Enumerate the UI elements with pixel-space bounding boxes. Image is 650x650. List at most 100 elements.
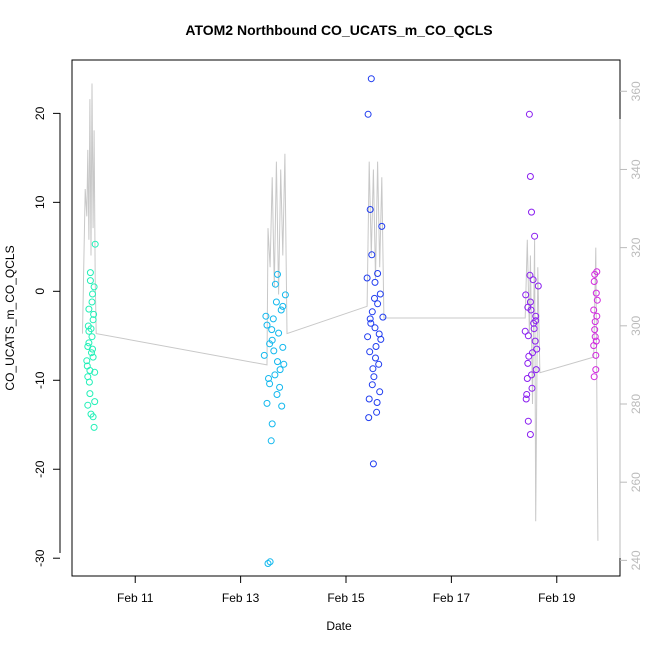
data-point [271,371,279,379]
secondary-line-layer [82,83,599,541]
data-point [91,240,99,248]
data-point [280,360,288,368]
data-point [85,339,93,347]
data-point [368,308,376,316]
data-point [365,414,373,422]
points-layer [83,75,601,567]
data-point [277,306,285,314]
data-point [533,345,541,353]
data-point [86,277,94,285]
data-point [522,291,530,299]
data-point [89,353,97,361]
data-point [523,375,531,382]
data-point [528,384,536,392]
right-y-tick-label: 240 [629,550,643,570]
data-point [363,274,371,282]
data-point [364,333,372,341]
data-point [91,398,99,406]
data-point [523,391,531,398]
data-point [376,388,384,396]
data-point [84,401,92,409]
data-point [371,278,379,286]
series-4 [521,110,542,438]
data-point [369,365,377,373]
data-point [376,290,384,298]
data-point [270,347,278,355]
data-point [373,399,381,406]
data-point [88,298,96,306]
right-y-tick-label: 320 [629,237,643,257]
data-point [379,313,387,321]
data-point [593,312,601,320]
data-point [529,349,536,357]
x-tick-label: Feb 15 [327,591,365,605]
data-point [590,306,598,314]
data-point [525,352,533,360]
data-point [532,312,540,320]
secondary-line [82,83,599,541]
data-point [274,270,281,278]
data-point [531,232,539,240]
y-tick-label: -30 [33,549,47,567]
data-point [275,329,283,337]
data-point [592,289,600,297]
data-point [266,340,274,348]
y-axis-label: CO_UCATS_m_CO_QCLS [3,245,17,390]
data-point [375,330,383,338]
data-point [83,357,91,365]
series-2 [260,270,289,567]
data-point [86,390,94,398]
data-point [260,351,268,359]
data-point [278,402,286,410]
data-point [522,395,530,403]
y-tick-label: -10 [33,371,47,389]
data-point [524,417,532,425]
data-point [262,312,270,320]
data-point [366,315,374,323]
data-point [263,399,271,407]
data-point [271,280,279,288]
data-point [368,381,376,389]
data-point [378,222,386,230]
right-y-tick-label: 360 [629,81,643,101]
data-point [264,560,272,567]
x-axis-label: Date [326,619,352,633]
series-5 [590,268,601,381]
data-point [526,431,534,438]
data-point [272,298,280,306]
data-point [91,368,99,376]
data-point [372,354,379,362]
data-point [276,383,284,391]
data-point [593,296,601,304]
data-point [269,315,277,323]
data-point [371,324,379,332]
y-tick-label: 0 [33,288,47,295]
data-point [85,305,93,313]
data-point [534,282,542,290]
y-tick-label: -20 [33,460,47,478]
data-point [524,303,532,311]
data-point [369,460,377,468]
data-point [365,395,373,403]
right-y-tick-label: 340 [629,159,643,179]
data-point [532,317,540,325]
data-point [591,333,599,341]
data-point [88,349,95,357]
data-point [593,268,601,276]
data-point [268,420,276,428]
data-point [364,110,372,118]
data-point [530,325,538,333]
data-point [86,367,94,374]
data-point [90,423,98,431]
y-tick-label: 10 [33,195,47,209]
data-point [591,326,599,334]
data-point [265,375,272,382]
data-point [87,325,95,333]
data-point [281,291,289,299]
data-point [367,319,375,327]
x-tick-label: Feb 13 [222,591,260,605]
data-point [374,300,382,308]
data-point [590,342,598,350]
data-point [532,366,540,374]
